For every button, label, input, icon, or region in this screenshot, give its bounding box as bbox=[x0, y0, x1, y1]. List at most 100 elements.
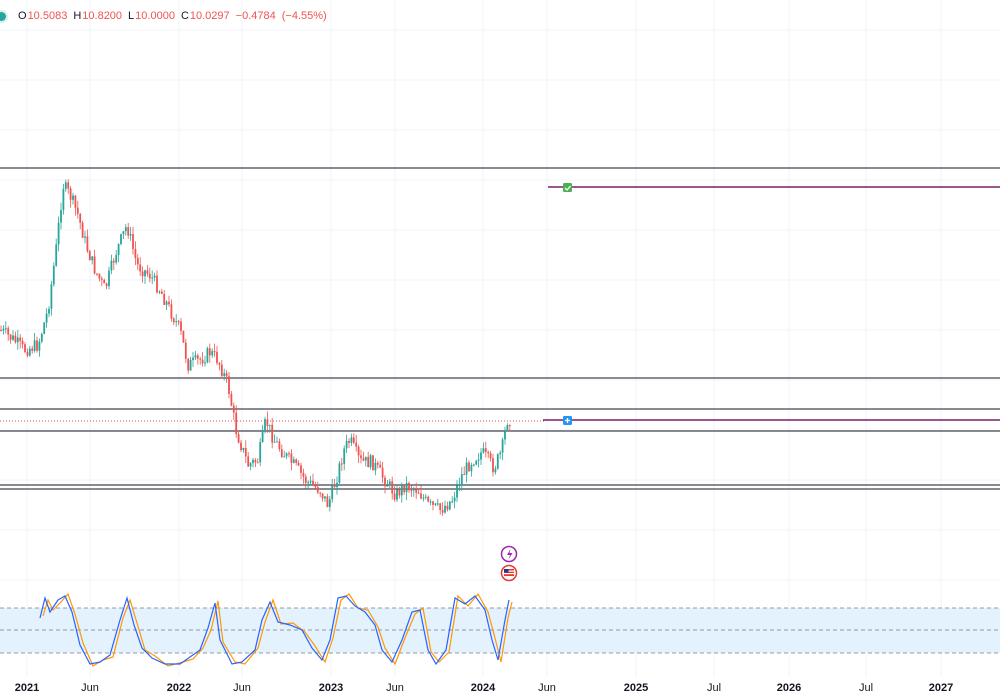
candle-body bbox=[192, 357, 194, 361]
candle-body bbox=[326, 496, 329, 508]
candle-body bbox=[381, 467, 384, 478]
candle-body bbox=[160, 291, 163, 294]
candle-body bbox=[424, 496, 427, 498]
low-label: L bbox=[128, 10, 135, 22]
candle-body bbox=[57, 222, 60, 245]
candle-body bbox=[396, 489, 398, 500]
candle-body bbox=[172, 318, 175, 323]
plus-icon bbox=[565, 418, 570, 423]
candle-body bbox=[232, 405, 235, 413]
time-tick: Jun bbox=[538, 682, 556, 694]
candle-body bbox=[187, 358, 190, 371]
candle-body bbox=[441, 509, 444, 513]
horizontal-levels bbox=[0, 167, 1000, 490]
open-value: 10.5083 bbox=[27, 10, 68, 22]
candle-body bbox=[444, 505, 446, 513]
candle-body bbox=[268, 424, 271, 426]
candle-body bbox=[405, 483, 408, 493]
candle-body bbox=[283, 456, 286, 458]
candle-body bbox=[484, 448, 487, 452]
candle-body bbox=[45, 313, 48, 323]
candle-body bbox=[386, 485, 389, 487]
candle-body bbox=[105, 283, 108, 287]
candle-body bbox=[98, 273, 101, 279]
candle-body bbox=[244, 447, 247, 457]
candle-body bbox=[420, 493, 422, 499]
candle-body bbox=[74, 195, 77, 208]
candle-body bbox=[189, 360, 192, 371]
candle-body bbox=[492, 458, 494, 473]
candle-body bbox=[376, 462, 379, 465]
time-tick: 2024 bbox=[470, 682, 496, 694]
candle-body bbox=[117, 244, 120, 256]
candle-body bbox=[4, 328, 7, 330]
candle-body bbox=[338, 463, 341, 483]
candle-body bbox=[388, 481, 391, 486]
stochastic-d-line bbox=[42, 592, 513, 667]
candle-body bbox=[165, 301, 168, 305]
check-icon bbox=[563, 183, 572, 192]
candle-body bbox=[60, 210, 62, 223]
candle-body bbox=[465, 462, 468, 475]
candle-body bbox=[48, 308, 50, 314]
candle-body bbox=[175, 321, 178, 323]
stochastic-pane bbox=[0, 592, 1000, 667]
candle-body bbox=[136, 258, 139, 265]
candle-body bbox=[427, 496, 430, 502]
time-tick: Jun bbox=[386, 682, 404, 694]
candle-body bbox=[249, 463, 252, 467]
candle-body bbox=[208, 348, 211, 356]
candle-body bbox=[64, 182, 67, 190]
candle-body bbox=[280, 449, 283, 457]
candle-body bbox=[256, 462, 259, 464]
candle-body bbox=[153, 275, 156, 278]
candle-body bbox=[196, 355, 199, 359]
price-chart[interactable] bbox=[0, 0, 1000, 676]
candle-body bbox=[266, 419, 269, 426]
candle-body bbox=[252, 459, 254, 464]
open-label: O bbox=[18, 10, 27, 22]
candle-body bbox=[460, 474, 463, 486]
candle-body bbox=[16, 337, 19, 343]
candle-body bbox=[213, 351, 216, 353]
candle-body bbox=[240, 442, 242, 451]
time-tick: Jul bbox=[858, 682, 874, 694]
candle-body bbox=[36, 340, 38, 351]
candle-body bbox=[132, 234, 134, 249]
candle-body bbox=[285, 453, 288, 457]
candle-body bbox=[88, 251, 91, 261]
candle-body bbox=[410, 490, 413, 492]
candle-body bbox=[393, 493, 396, 500]
candle-body bbox=[300, 465, 302, 473]
candle-body bbox=[96, 273, 98, 275]
candle-body bbox=[400, 485, 403, 496]
candle-body bbox=[7, 328, 10, 335]
candle-body bbox=[168, 301, 170, 305]
candle-body bbox=[408, 483, 410, 491]
time-tick: 2022 bbox=[166, 682, 192, 694]
candle-body bbox=[216, 351, 218, 364]
candle-body bbox=[472, 464, 475, 466]
high-label: H bbox=[73, 10, 82, 22]
candle-body bbox=[139, 264, 142, 272]
candle-body bbox=[292, 459, 295, 463]
candle-body bbox=[218, 363, 221, 365]
candle-body bbox=[496, 454, 499, 469]
candle-body bbox=[278, 441, 281, 450]
candle-body bbox=[199, 358, 202, 360]
candle-body bbox=[67, 182, 70, 189]
candle-body bbox=[50, 284, 53, 309]
candle-body bbox=[84, 236, 86, 238]
candle-body bbox=[432, 501, 434, 505]
candle-body bbox=[247, 456, 250, 467]
candle-body bbox=[501, 439, 504, 453]
candle-body bbox=[487, 451, 490, 454]
candle-body bbox=[307, 482, 310, 484]
candle-body bbox=[336, 482, 338, 488]
candle-body bbox=[508, 425, 511, 427]
candle-body bbox=[225, 373, 228, 377]
candle-body bbox=[384, 477, 386, 487]
candle-body bbox=[129, 234, 132, 236]
candle-body bbox=[158, 291, 161, 293]
candle-body bbox=[264, 419, 266, 431]
